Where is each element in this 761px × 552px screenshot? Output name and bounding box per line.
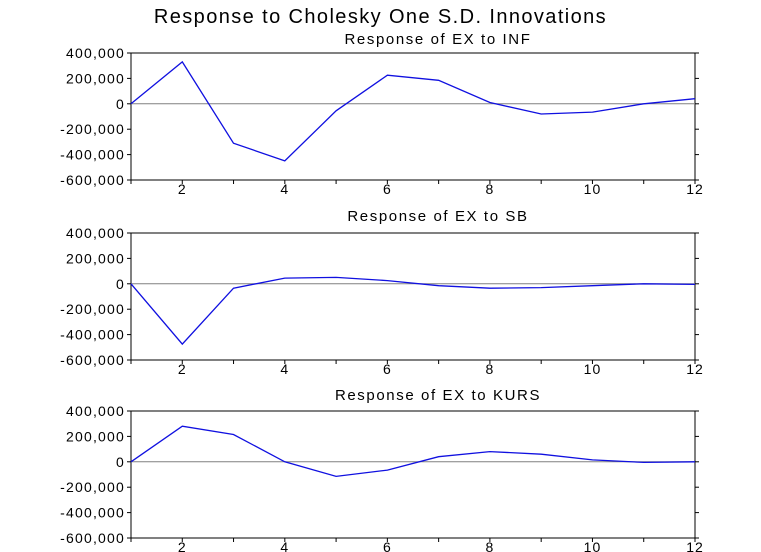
plot-frame xyxy=(130,410,696,539)
x-tick-label: 4 xyxy=(280,539,289,552)
plot-frame xyxy=(130,232,696,361)
y-tick-label: -600,000 xyxy=(60,530,125,546)
y-tick-label: -600,000 xyxy=(60,352,125,368)
response-line xyxy=(130,425,696,478)
y-tick-label: 400,000 xyxy=(66,225,125,241)
x-tick-label: 4 xyxy=(280,181,289,197)
x-tick-label: 8 xyxy=(486,361,495,377)
x-tick-label: 2 xyxy=(178,181,187,197)
x-tick-label: 10 xyxy=(584,361,602,377)
x-tick-label: 2 xyxy=(178,361,187,377)
x-tick-label: 10 xyxy=(584,181,602,197)
y-tick-label: -400,000 xyxy=(60,147,125,163)
y-tick-label: 0 xyxy=(116,276,125,292)
x-tick-label: 6 xyxy=(383,361,392,377)
y-tick-label: 200,000 xyxy=(66,70,125,86)
panel-title: Response of EX to KURS xyxy=(335,387,541,404)
y-tick-label: -400,000 xyxy=(60,505,125,521)
panel-title: Response of EX to INF xyxy=(344,31,531,48)
x-tick-label: 2 xyxy=(178,539,187,552)
x-tick-label: 8 xyxy=(486,539,495,552)
response-line xyxy=(130,276,696,346)
y-tick-label: 200,000 xyxy=(66,250,125,266)
x-tick-label: 8 xyxy=(486,181,495,197)
y-tick-label: 0 xyxy=(116,96,125,112)
x-tick-label: 6 xyxy=(383,539,392,552)
plot-frame xyxy=(130,52,696,181)
y-tick-label: -200,000 xyxy=(60,121,125,137)
y-tick-label: 400,000 xyxy=(66,403,125,419)
response-line xyxy=(130,60,696,162)
x-tick-label: 4 xyxy=(280,361,289,377)
y-tick-label: -400,000 xyxy=(60,327,125,343)
y-tick-label: 400,000 xyxy=(66,45,125,61)
figure-title: Response to Cholesky One S.D. Innovation… xyxy=(153,6,608,28)
y-tick-label: -600,000 xyxy=(60,172,125,188)
y-tick-label: 200,000 xyxy=(66,428,125,444)
x-tick-label: 10 xyxy=(584,539,602,552)
x-tick-label: 6 xyxy=(383,181,392,197)
y-tick-label: -200,000 xyxy=(60,301,125,317)
x-tick-label: 12 xyxy=(686,361,704,377)
y-tick-label: -200,000 xyxy=(60,479,125,495)
y-tick-label: 0 xyxy=(116,454,125,470)
x-tick-label: 12 xyxy=(686,181,704,197)
x-tick-label: 12 xyxy=(686,539,704,552)
panel-title: Response of EX to SB xyxy=(347,208,528,225)
